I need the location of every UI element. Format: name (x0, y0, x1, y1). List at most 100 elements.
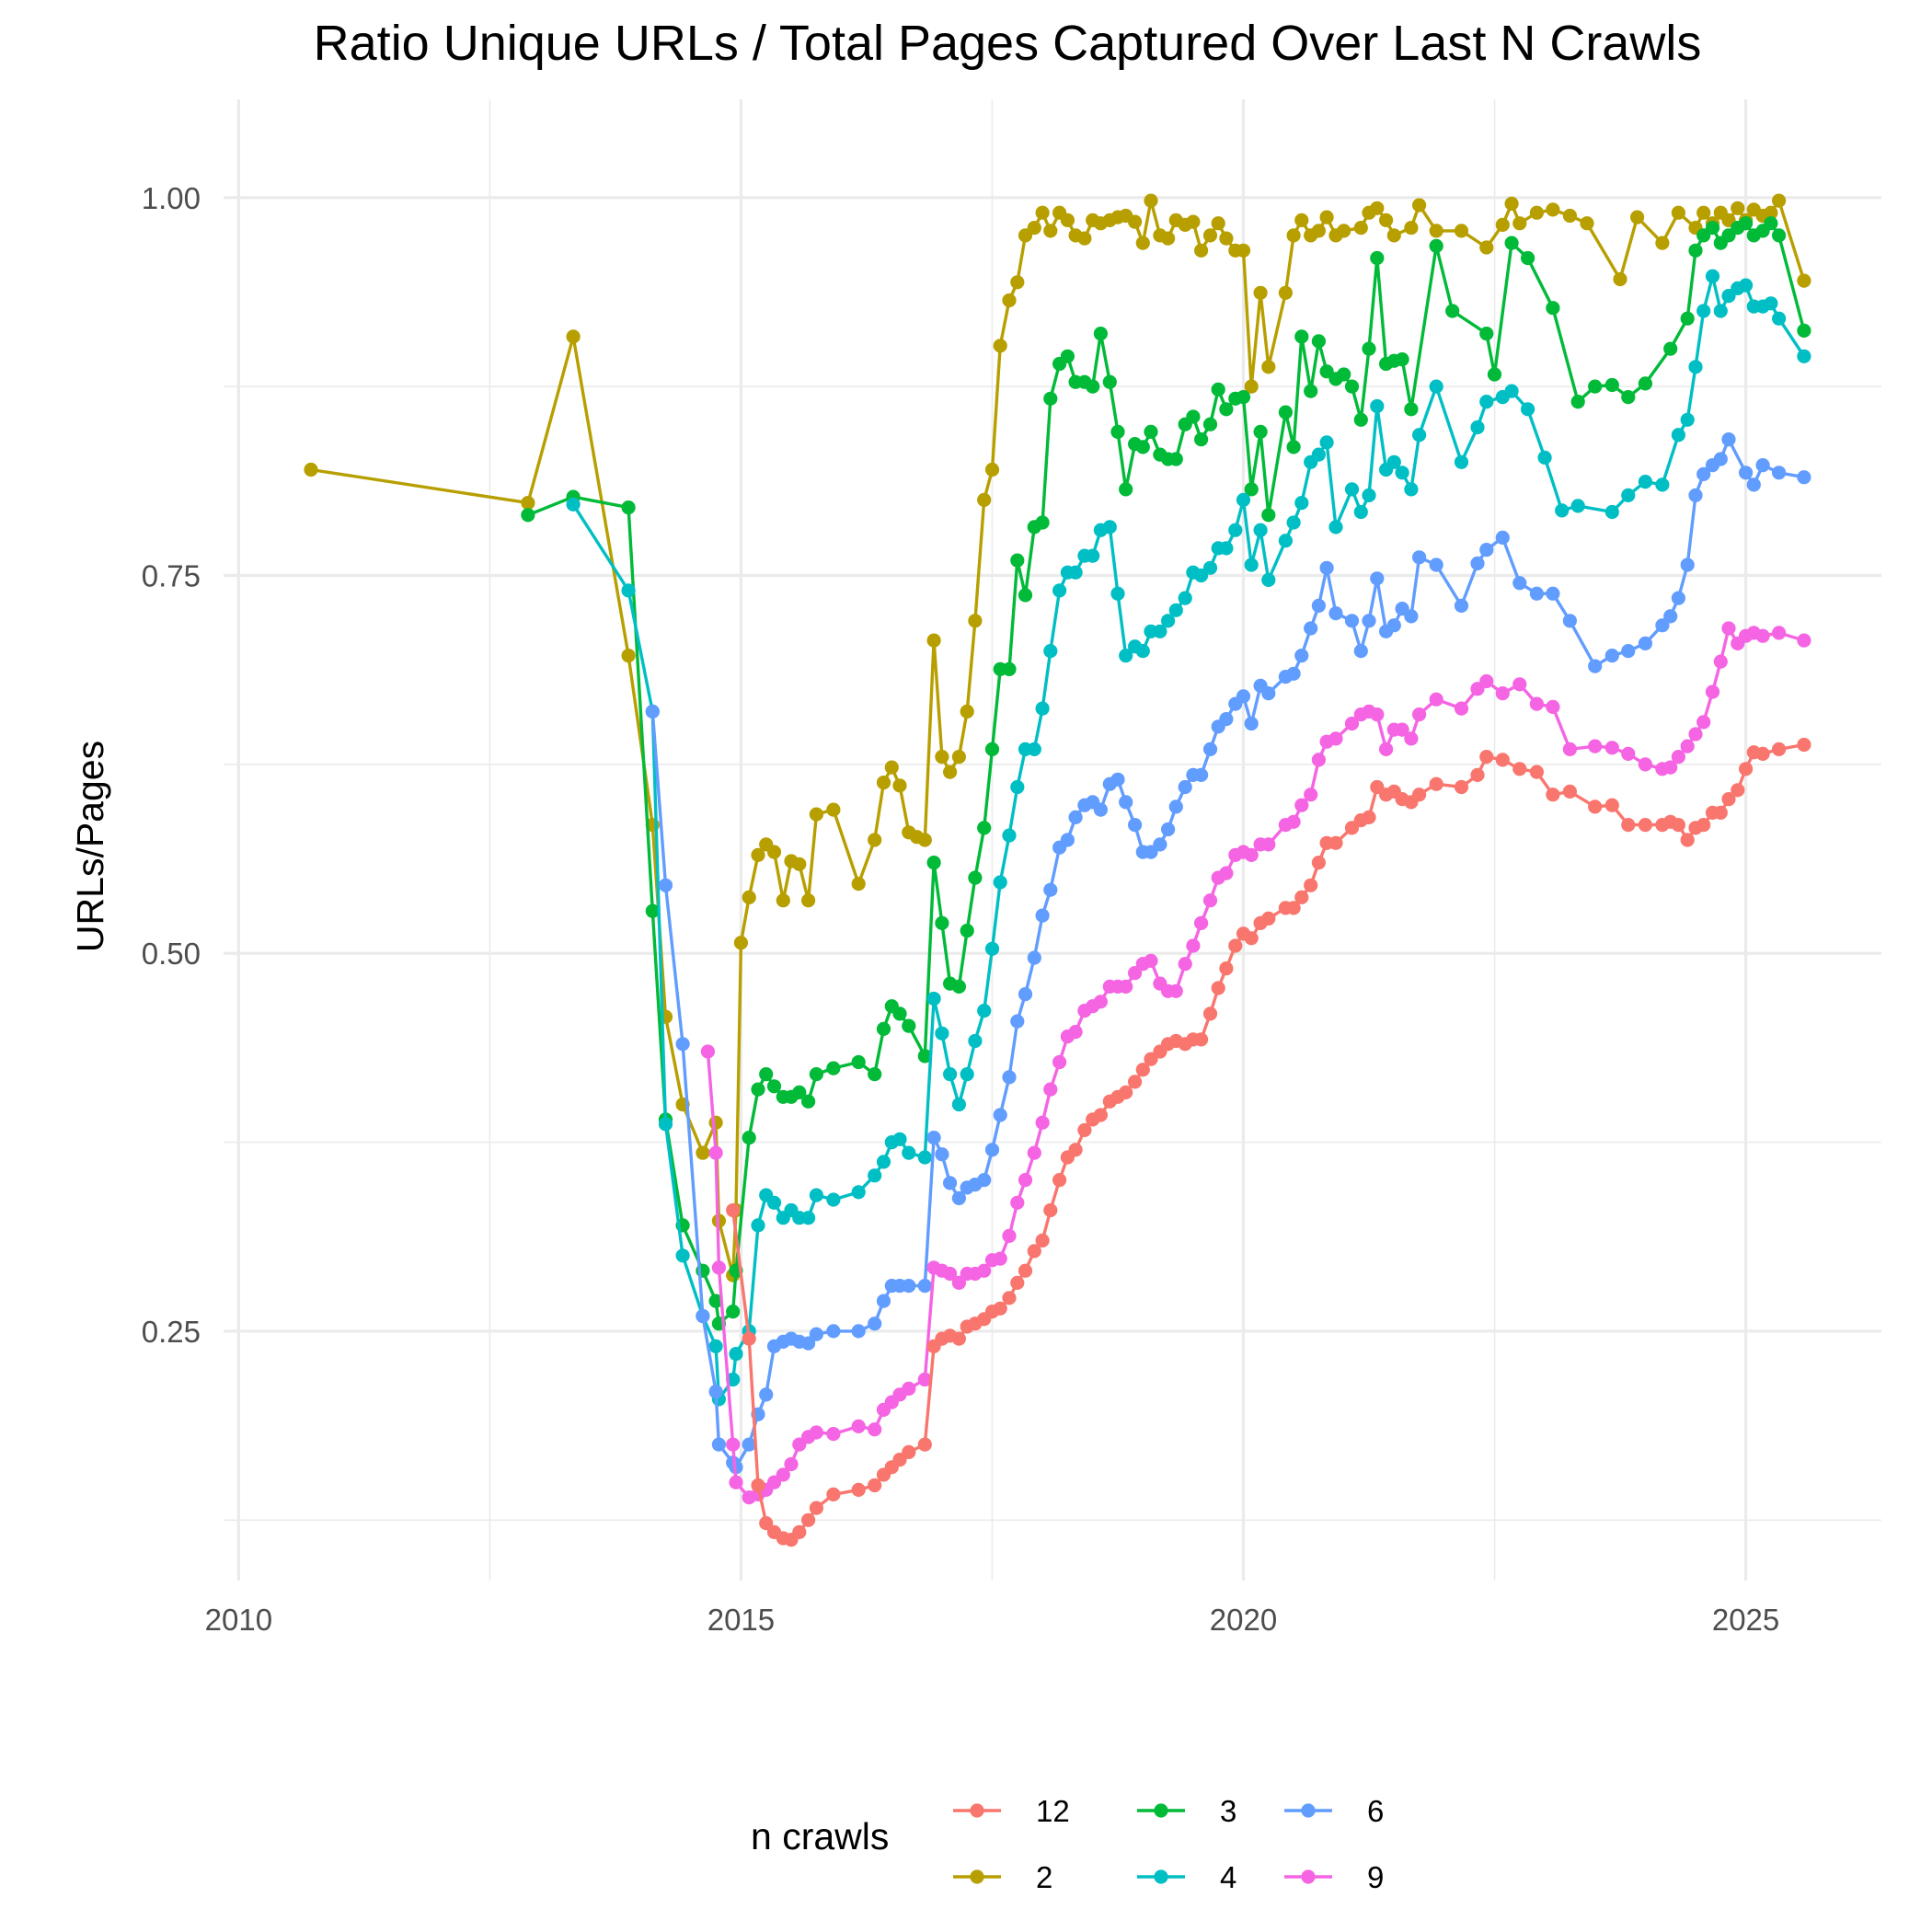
data-point (1052, 583, 1067, 598)
legend-swatch-point (1301, 1803, 1316, 1818)
data-point (902, 1279, 916, 1294)
data-point (1562, 208, 1577, 224)
data-point (1739, 278, 1754, 293)
data-point (935, 750, 949, 765)
data-point (1797, 737, 1811, 753)
data-point (1128, 966, 1143, 981)
data-point (935, 1147, 949, 1162)
data-point (1144, 193, 1158, 208)
data-point (1479, 327, 1494, 341)
data-point (1010, 553, 1025, 568)
data-point (1018, 588, 1033, 603)
data-point (1546, 202, 1560, 217)
data-point (1261, 837, 1276, 852)
data-point (993, 1108, 1007, 1122)
data-point (1370, 398, 1385, 414)
data-point (1161, 231, 1176, 246)
data-point (1362, 810, 1376, 825)
data-point (1304, 621, 1318, 636)
legend-swatch-point (970, 1803, 984, 1818)
data-point (1353, 412, 1368, 427)
data-point (1086, 379, 1100, 394)
data-point (1068, 810, 1083, 825)
data-point (1002, 828, 1017, 843)
data-point (1638, 757, 1652, 772)
data-point (1688, 360, 1703, 374)
data-point (708, 1385, 723, 1399)
data-point (902, 1018, 916, 1033)
data-point (826, 1487, 841, 1501)
legend-label: 9 (1367, 1860, 1384, 1894)
data-point (1546, 301, 1560, 316)
data-point (1362, 614, 1376, 628)
data-point (733, 936, 749, 950)
data-point (1386, 454, 1401, 469)
data-point (1027, 950, 1041, 965)
data-point (751, 847, 765, 863)
data-point (726, 1202, 741, 1218)
data-point (826, 1192, 841, 1207)
data-point (1144, 424, 1158, 439)
data-point (1797, 470, 1811, 485)
data-point (1604, 798, 1619, 812)
data-point (1504, 196, 1519, 211)
data-point (809, 1067, 824, 1082)
data-point (1621, 746, 1636, 762)
data-point (1713, 452, 1728, 466)
data-point (1244, 379, 1259, 394)
data-point (1445, 304, 1460, 318)
data-point (1764, 205, 1778, 220)
data-point (675, 1248, 690, 1263)
data-point (1395, 722, 1409, 737)
data-point (1772, 311, 1787, 326)
data-point (1286, 814, 1301, 829)
data-point (984, 1143, 1000, 1157)
data-point (1404, 482, 1419, 497)
data-point (1035, 1115, 1050, 1130)
data-point (1311, 753, 1326, 767)
data-point (1244, 847, 1259, 863)
data-point (1412, 428, 1427, 443)
data-point (1194, 767, 1209, 783)
data-point (1311, 334, 1326, 349)
data-point (1027, 1244, 1041, 1259)
data-point (1294, 213, 1309, 227)
legend-item-4: 4 (1137, 1860, 1236, 1894)
data-point (1035, 205, 1050, 220)
data-point (1671, 591, 1685, 605)
data-point (1135, 1063, 1150, 1077)
data-point (1068, 565, 1083, 580)
data-point (1663, 760, 1678, 775)
data-point (1721, 621, 1736, 636)
x-tick-label: 2015 (707, 1603, 775, 1637)
data-point (1370, 707, 1385, 722)
data-point (868, 1067, 882, 1082)
data-point (1035, 701, 1050, 716)
data-point (1512, 216, 1527, 231)
data-point (1286, 515, 1301, 530)
data-point (1386, 618, 1401, 633)
data-point (826, 802, 841, 817)
data-point (1219, 231, 1234, 246)
data-point (1529, 205, 1544, 220)
data-point (1168, 452, 1183, 466)
data-point (1328, 731, 1343, 746)
data-point (742, 1437, 756, 1452)
data-point (917, 1372, 932, 1387)
data-point (1713, 654, 1728, 669)
data-point (1680, 833, 1695, 847)
data-point (1194, 243, 1209, 258)
data-point (708, 1294, 723, 1308)
data-point (1294, 329, 1309, 344)
data-point (1211, 382, 1225, 397)
data-point (868, 1317, 882, 1331)
data-point (1546, 586, 1560, 601)
data-point (1671, 428, 1685, 443)
data-point (1110, 424, 1125, 439)
data-point (1386, 228, 1401, 243)
data-point (1077, 1122, 1092, 1137)
data-point (1086, 548, 1100, 563)
data-point (1731, 783, 1745, 798)
y-axis-title: URLs/Pages (69, 741, 111, 952)
data-point (1588, 799, 1603, 814)
